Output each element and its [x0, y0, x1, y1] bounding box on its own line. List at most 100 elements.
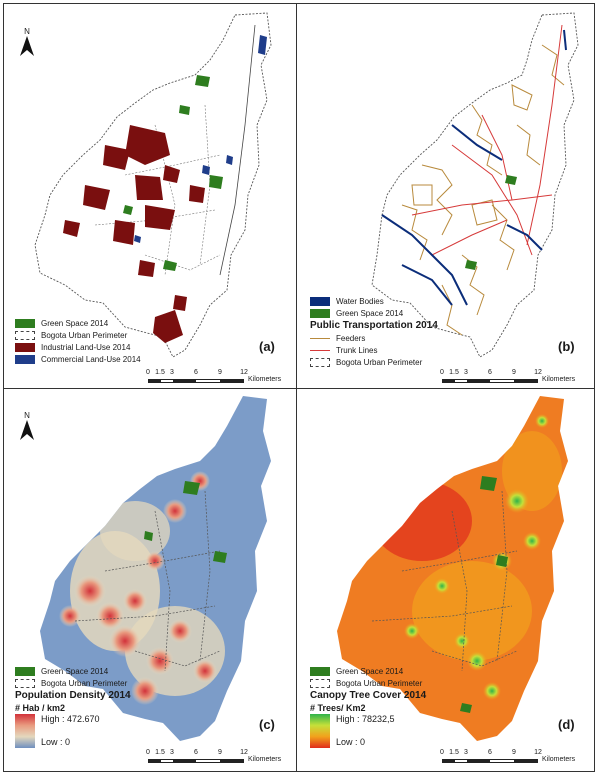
scale-segment	[513, 760, 537, 762]
scale-tick-label: 0	[440, 749, 444, 756]
legend-label: Green Space 2014	[41, 318, 109, 328]
north-arrow: N	[19, 411, 35, 442]
main-road	[219, 24, 256, 276]
ramp-gradient	[15, 714, 35, 748]
panel-label: (c)	[259, 717, 275, 732]
legend-item: Green Space 2014	[15, 665, 131, 677]
scale-tick-label: 1.5	[449, 369, 459, 376]
north-label: N	[24, 27, 30, 36]
legend-label: Water Bodies	[336, 296, 384, 306]
scale-bar: 0 1.5 3 6 9 12 Kilometers	[440, 369, 576, 391]
legend-d: Green Space 2014 Bogota Urban Perimeter …	[310, 665, 426, 748]
ramp-title: # Hab / km2	[15, 703, 66, 713]
legend-label: Trunk Lines	[336, 345, 378, 355]
ramp-title: # Trees/ Km2	[310, 703, 366, 713]
green-space-swatch	[310, 308, 330, 318]
scale-tick-label: 9	[512, 749, 516, 756]
scale-ticks: 0 1.5 3 6 9 12	[440, 369, 542, 379]
commercial-land-use-patches	[134, 35, 267, 243]
map-b	[371, 12, 579, 358]
legend-label: Green Space 2014	[41, 666, 109, 676]
scale-unit-label: Kilometers	[542, 756, 576, 763]
legend-label: Bogota Urban Perimeter	[336, 357, 423, 367]
north-arrow-icon	[20, 36, 34, 56]
scale-bar: 0 1.5 3 6 9 12 Kilometers	[146, 749, 281, 771]
scale-segment	[490, 380, 514, 382]
feeder-routes	[401, 44, 565, 336]
scale-tick-label: 9	[218, 749, 222, 756]
legend-label: Commercial Land-Use 2014	[41, 354, 141, 364]
scale-tick-label: 12	[534, 749, 542, 756]
green-space-swatch	[310, 666, 330, 676]
legend-item: Bogota Urban Perimeter	[15, 677, 131, 689]
scale-tick-label: 9	[512, 369, 516, 376]
legend-label: Green Space 2014	[336, 666, 404, 676]
water-bodies	[381, 29, 567, 306]
legend-item: Bogota Urban Perimeter	[310, 356, 438, 368]
trunk-swatch	[310, 349, 330, 351]
green-space-swatch	[15, 666, 35, 676]
scale-segment	[466, 380, 490, 382]
scale-segment	[219, 760, 243, 762]
scale-ticks: 0 1.5 3 6 9 12	[146, 749, 248, 759]
ramp-high-label: High : 472.670	[41, 714, 100, 724]
feeders-swatch	[310, 337, 330, 339]
panel-divider-vertical	[296, 3, 297, 772]
legend-label: Industrial Land-Use 2014	[41, 342, 131, 352]
locality-boundaries	[74, 490, 221, 672]
panel-b-public-transportation-map: Water Bodies Green Space 2014 Public Tra…	[302, 5, 592, 387]
scale-tick-label: 0	[146, 749, 150, 756]
scale-segment	[160, 760, 173, 762]
panel-d-canopy-tree-cover-map: Green Space 2014 Bogota Urban Perimeter …	[302, 391, 592, 773]
scale-bar-segments	[148, 379, 244, 383]
scale-segment	[149, 380, 161, 382]
legend-title: Canopy Tree Cover 2014	[310, 690, 427, 701]
scale-tick-label: 6	[194, 369, 198, 376]
industrial-swatch	[15, 342, 35, 352]
scale-segment	[172, 760, 196, 762]
map-c	[40, 396, 271, 741]
green-space-patches	[460, 476, 508, 713]
perimeter-swatch	[15, 678, 35, 688]
panel-divider-horizontal	[3, 388, 595, 389]
scale-tick-label: 6	[194, 749, 198, 756]
scale-segment	[454, 760, 467, 762]
commercial-swatch	[15, 354, 35, 364]
map-a	[34, 12, 272, 358]
legend-item: Trunk Lines	[310, 344, 438, 356]
scale-segment	[196, 760, 220, 762]
legend-item: Green Space 2014	[310, 665, 426, 677]
scale-tick-label: 3	[170, 369, 174, 376]
scale-tick-label: 1.5	[155, 369, 165, 376]
scale-ticks: 0 1.5 3 6 9 12	[146, 369, 248, 379]
scale-segment	[219, 380, 243, 382]
legend-item: Bogota Urban Perimeter	[15, 329, 141, 341]
density-hotspots	[59, 471, 225, 705]
scale-tick-label: 12	[240, 749, 248, 756]
legend-item: Green Space 2014	[15, 317, 141, 329]
legend-title: Public Transportation 2014	[310, 320, 438, 331]
green-space-patches	[465, 175, 517, 270]
legend-title: Population Density 2014	[15, 690, 131, 701]
ramp-low-label: Low : 0	[41, 737, 71, 747]
green-space-patches	[123, 75, 223, 271]
scale-unit-label: Kilometers	[542, 376, 576, 383]
scale-tick-label: 3	[464, 749, 468, 756]
bogota-urban-perimeter	[34, 12, 272, 358]
legend-item: Green Space 2014	[310, 307, 438, 319]
figure-frame	[3, 3, 595, 772]
perimeter-swatch	[310, 357, 330, 367]
scale-tick-label: 1.5	[449, 749, 459, 756]
bogota-urban-perimeter	[371, 12, 579, 358]
panel-a-land-use-map: N Green Space 2014 Bogota Urban Perimete…	[5, 5, 295, 387]
legend-item: Bogota Urban Perimeter	[310, 677, 426, 689]
legend-label: Feeders	[336, 333, 366, 343]
scale-unit-label: Kilometers	[248, 376, 282, 383]
panel-c-population-density-map: N Green Space 2014 Bogota Urban Perimete…	[5, 391, 295, 773]
color-ramp: High : 78232,5 Low : 0	[310, 714, 426, 748]
legend-label: Bogota Urban Perimeter	[41, 678, 128, 688]
scale-segment	[149, 760, 161, 762]
legend-item: Commercial Land-Use 2014	[15, 353, 141, 365]
green-space-patches	[144, 481, 227, 563]
panel-label: (a)	[259, 339, 275, 354]
